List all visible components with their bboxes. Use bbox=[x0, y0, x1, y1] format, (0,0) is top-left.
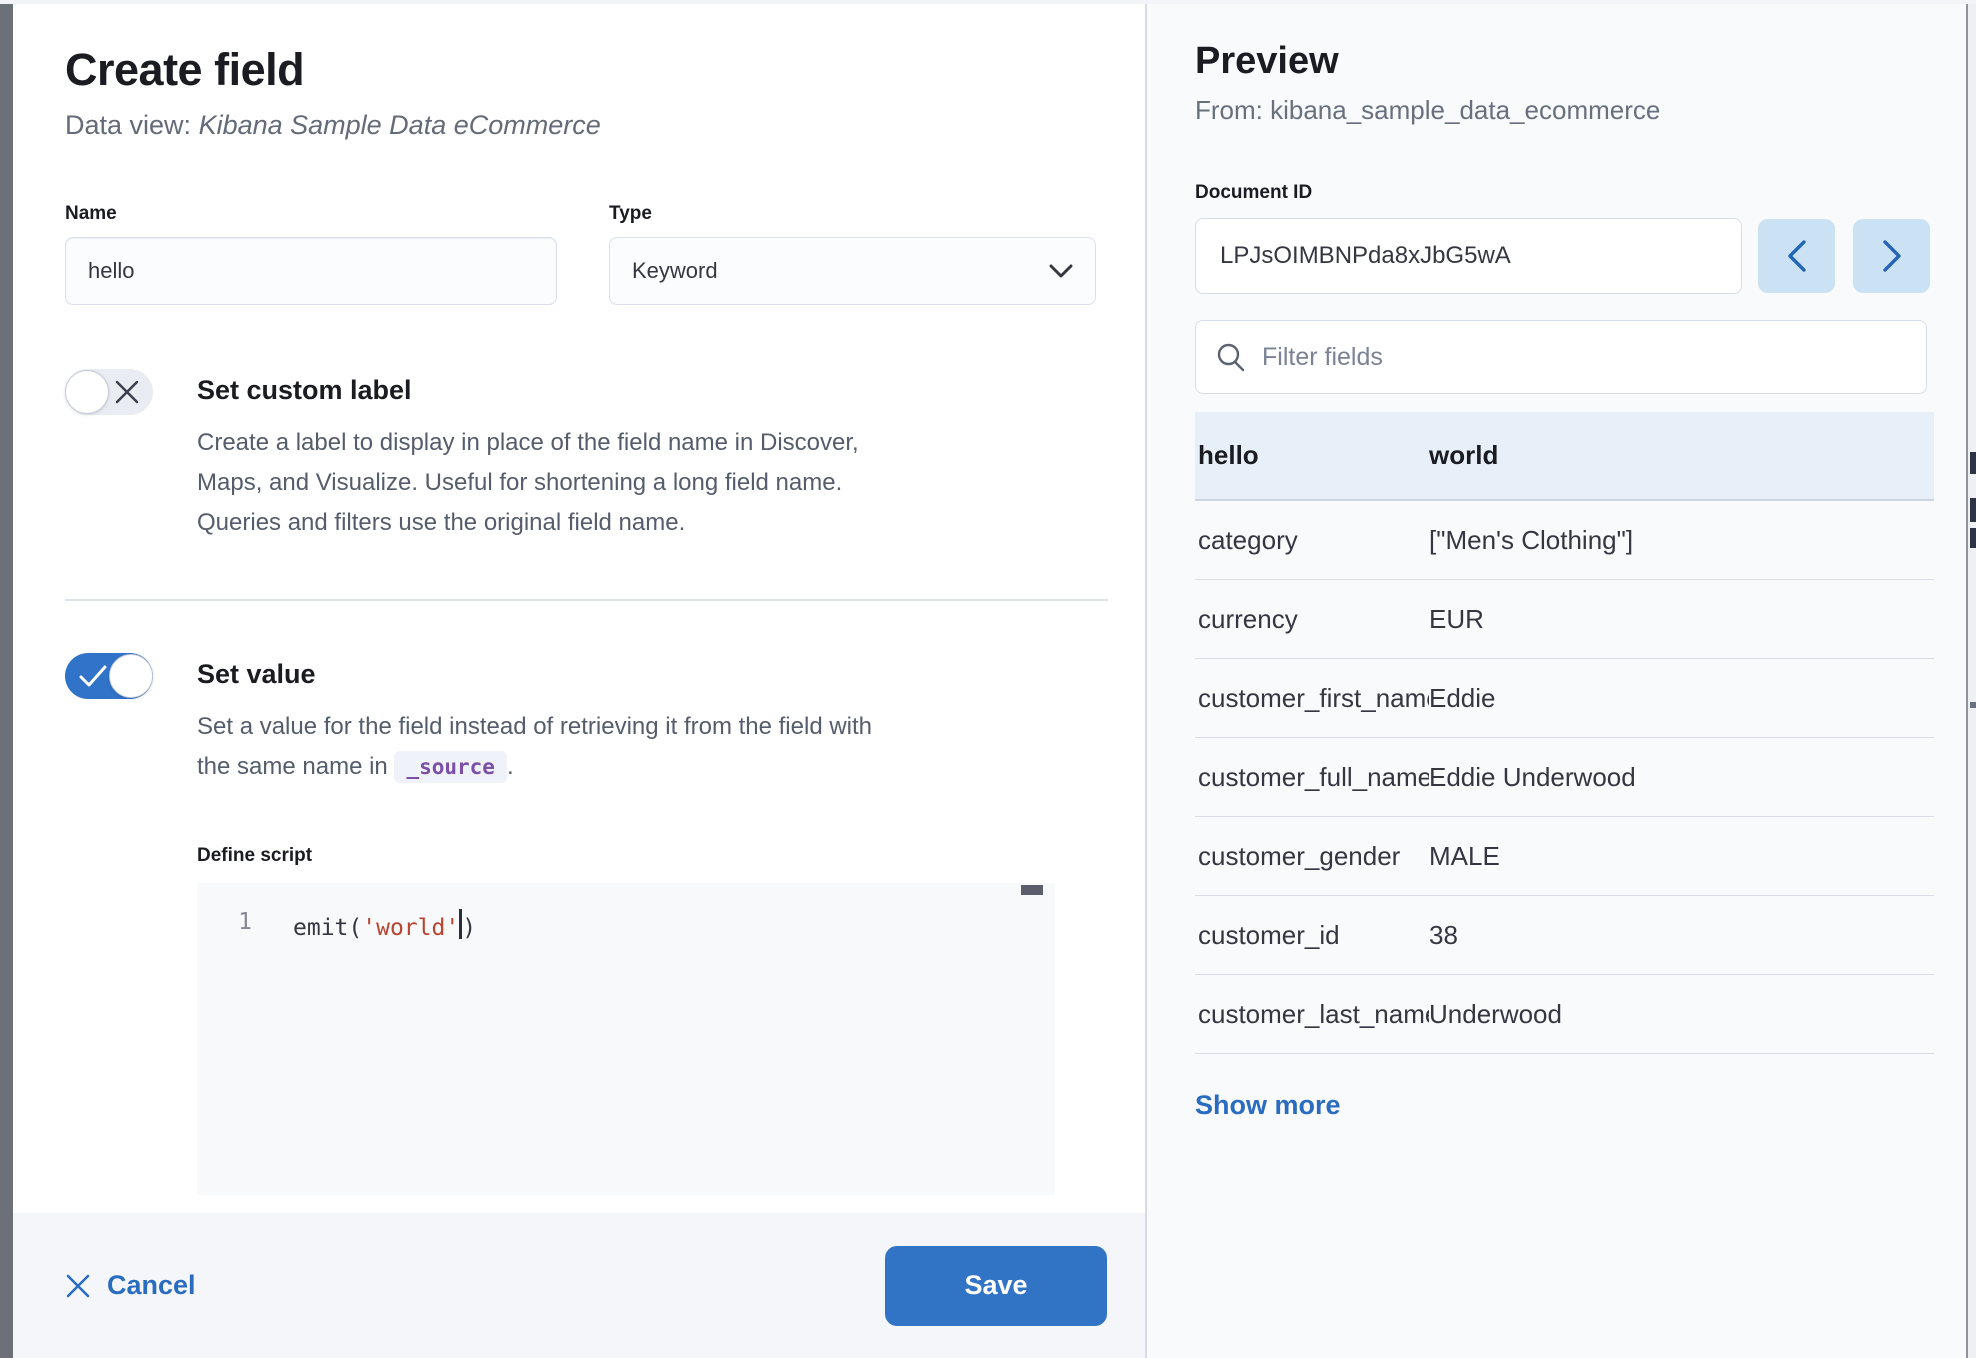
table-row: currency EUR bbox=[1195, 580, 1934, 659]
custom-label-description: Create a label to display in place of th… bbox=[197, 429, 859, 536]
search-icon bbox=[1217, 343, 1245, 372]
table-row: customer_first_name Eddie bbox=[1195, 659, 1934, 738]
set-value-toggle[interactable] bbox=[65, 653, 153, 699]
panel-divider bbox=[1145, 0, 1147, 1358]
row-value: Eddie bbox=[1429, 682, 1496, 713]
row-field: currency bbox=[1198, 603, 1298, 634]
document-id-label: Document ID bbox=[1195, 182, 1313, 203]
set-value-description-text: Set a value for the field instead of ret… bbox=[197, 713, 873, 780]
table-row: customer_id 38 bbox=[1195, 896, 1934, 975]
name-field-label: Name bbox=[65, 203, 117, 224]
toggle-knob bbox=[65, 370, 109, 414]
page-title: Create field bbox=[65, 44, 305, 95]
set-value-title: Set value bbox=[197, 659, 316, 689]
row-value: 38 bbox=[1429, 919, 1458, 950]
cancel-button[interactable]: Cancel bbox=[65, 1270, 196, 1301]
source-code-badge: _source bbox=[394, 751, 507, 783]
row-value: MALE bbox=[1429, 840, 1500, 871]
table-row: customer_last_name Underwood bbox=[1195, 975, 1934, 1054]
page-edge-artifact bbox=[1966, 0, 1976, 1358]
preview-panel: Preview From: kibana_sample_data_ecommer… bbox=[1147, 0, 1976, 1358]
editor-overview-ruler-mark bbox=[1021, 885, 1043, 895]
type-field-label: Type bbox=[609, 203, 652, 224]
toggle-knob bbox=[109, 654, 153, 698]
save-button[interactable]: Save bbox=[885, 1245, 1107, 1326]
overlay-mask-strip bbox=[0, 0, 13, 1358]
code-paren-token: ) bbox=[462, 915, 477, 941]
script-code: emit('world') bbox=[293, 909, 476, 941]
line-number: 1 bbox=[238, 909, 252, 935]
row-value: ["Men's Clothing"] bbox=[1429, 524, 1634, 555]
text-cursor bbox=[459, 909, 463, 939]
code-emit-token: emit( bbox=[293, 915, 363, 941]
close-icon bbox=[66, 1274, 90, 1297]
data-view-name: Kibana Sample Data eCommerce bbox=[198, 110, 601, 140]
filter-fields-box bbox=[1195, 320, 1927, 394]
preview-field-value: world bbox=[1429, 440, 1499, 470]
edge-artifact-block bbox=[1970, 452, 1976, 474]
flyout-top-edge bbox=[0, 0, 1976, 4]
preview-result-table: hello world category ["Men's Clothing"] … bbox=[1195, 412, 1934, 1054]
type-field-group: Type Keyword bbox=[609, 203, 1096, 305]
row-field: customer_id bbox=[1198, 919, 1340, 950]
cancel-label: Cancel bbox=[107, 1270, 196, 1300]
set-value-description-period: . bbox=[506, 753, 514, 780]
code-string-token: 'world' bbox=[362, 915, 460, 941]
filter-fields-input[interactable] bbox=[1262, 342, 1906, 372]
row-field: customer_gender bbox=[1198, 840, 1401, 871]
preview-field-name: hello bbox=[1198, 440, 1259, 470]
edge-artifact-block bbox=[1970, 498, 1976, 522]
chevron-left-icon bbox=[1787, 240, 1806, 272]
edge-artifact-block bbox=[1970, 528, 1976, 548]
row-field: customer_last_name bbox=[1198, 998, 1429, 1029]
name-input[interactable] bbox=[65, 237, 557, 305]
next-document-button[interactable] bbox=[1853, 219, 1930, 293]
previous-document-button[interactable] bbox=[1758, 219, 1835, 293]
preview-from-line: From: kibana_sample_data_ecommerce bbox=[1195, 95, 1661, 125]
row-field: customer_full_name bbox=[1198, 761, 1429, 792]
data-view-label: Data view: bbox=[65, 110, 199, 140]
chevron-right-icon bbox=[1882, 240, 1901, 272]
document-id-input[interactable] bbox=[1195, 218, 1742, 294]
row-value: Underwood bbox=[1429, 998, 1562, 1029]
flyout-footer: Cancel Save bbox=[13, 1213, 1145, 1358]
row-value: EUR bbox=[1429, 603, 1484, 634]
custom-label-title: Set custom label bbox=[197, 375, 412, 405]
define-script-label: Define script bbox=[197, 845, 313, 866]
toggle-on-check-icon bbox=[78, 653, 108, 699]
row-value: Eddie Underwood bbox=[1429, 761, 1636, 792]
type-select-value: Keyword bbox=[632, 258, 718, 283]
set-value-section: Set value Set a value for the field inst… bbox=[65, 651, 1145, 787]
name-field-group: Name bbox=[65, 203, 557, 305]
script-line: 1 emit('world') bbox=[197, 883, 1055, 941]
chevron-down-icon bbox=[1049, 264, 1073, 278]
table-row: customer_full_name Eddie Underwood bbox=[1195, 738, 1934, 817]
preview-title: Preview bbox=[1195, 40, 1339, 82]
custom-label-toggle[interactable] bbox=[65, 369, 153, 415]
row-field: category bbox=[1198, 524, 1298, 555]
show-more-link[interactable]: Show more bbox=[1195, 1090, 1341, 1120]
edge-artifact-block bbox=[1970, 702, 1976, 708]
table-row: category ["Men's Clothing"] bbox=[1195, 501, 1934, 580]
type-select[interactable]: Keyword bbox=[609, 237, 1096, 305]
set-value-description: Set a value for the field instead of ret… bbox=[197, 707, 887, 787]
create-field-panel: Create field Data view: Kibana Sample Da… bbox=[13, 0, 1145, 1358]
data-view-subtitle: Data view: Kibana Sample Data eCommerce bbox=[65, 110, 1145, 141]
table-row: customer_gender MALE bbox=[1195, 817, 1934, 896]
script-editor[interactable]: 1 emit('world') bbox=[197, 883, 1055, 1195]
row-field: customer_first_name bbox=[1198, 682, 1429, 713]
custom-label-section: Set custom label Create a label to displ… bbox=[65, 367, 1145, 543]
section-divider bbox=[65, 599, 1108, 601]
document-id-row bbox=[1195, 218, 1934, 294]
toggle-off-x-icon bbox=[114, 369, 140, 415]
preview-header-row: hello world bbox=[1195, 412, 1934, 501]
